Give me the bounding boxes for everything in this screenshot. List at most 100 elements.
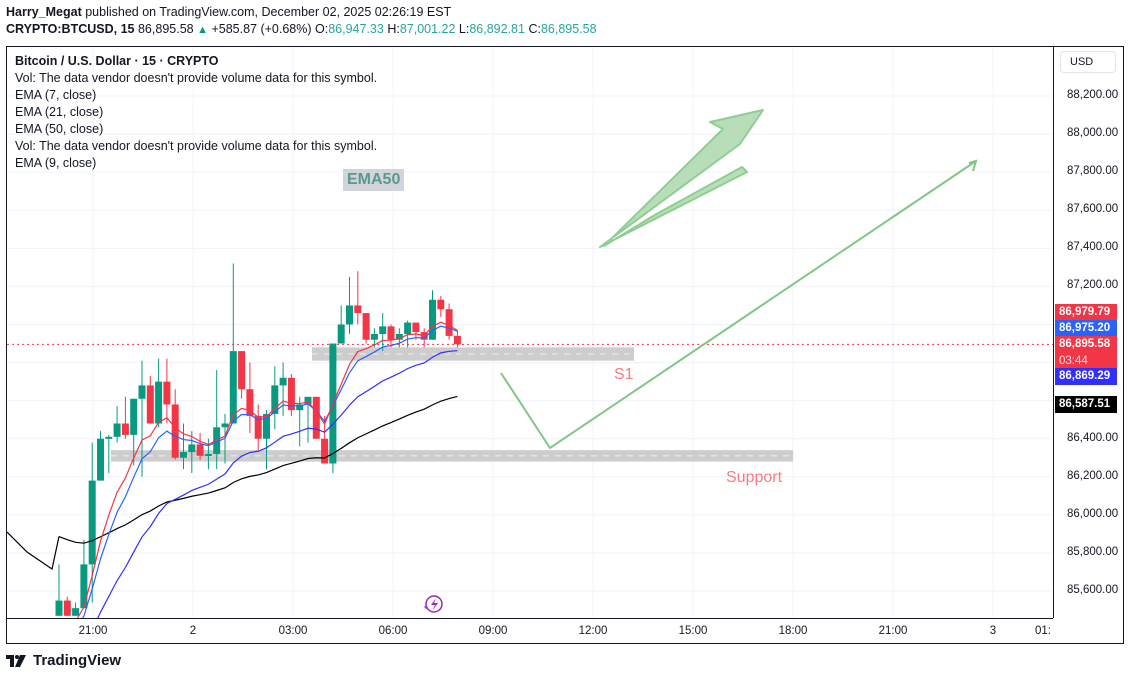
- candle-up[interactable]: [88, 480, 96, 565]
- symbol-label: CRYPTO:BTCUSD, 15: [6, 22, 135, 36]
- candle-up[interactable]: [188, 444, 196, 453]
- candle-up[interactable]: [113, 423, 121, 437]
- candle-down[interactable]: [321, 438, 329, 464]
- time-tick: 21:00: [78, 625, 108, 637]
- candle-down[interactable]: [146, 385, 154, 424]
- price-tag[interactable]: 86,979.79: [1055, 304, 1117, 321]
- candle-down[interactable]: [354, 305, 362, 314]
- candle-down[interactable]: [387, 326, 395, 340]
- time-scale[interactable]: 21:00 2 03:00 06:00 09:00 12:00 15:00 18:00 21:0…: [7, 618, 1053, 644]
- price-tag[interactable]: 86,587.51: [1055, 396, 1117, 413]
- publisher-name[interactable]: Harry_Megat: [6, 5, 82, 19]
- price-tick: 87,200.00: [1067, 279, 1119, 292]
- price-tick: 86,200.00: [1067, 469, 1119, 482]
- support-annotation[interactable]: Support: [726, 469, 783, 486]
- ohlc-line: CRYPTO:BTCUSD, 15 86,895.58 ▲ +585.87 (+…: [6, 21, 597, 39]
- candle-up[interactable]: [346, 305, 353, 325]
- price-tick: 87,600.00: [1067, 203, 1119, 216]
- s1-annotation[interactable]: S1: [614, 366, 634, 383]
- price-tag[interactable]: 86,975.20: [1055, 320, 1117, 337]
- candle-up[interactable]: [304, 396, 312, 405]
- legend-ema-50[interactable]: EMA (50, close): [15, 122, 104, 136]
- ema9-line: [81, 325, 458, 618]
- legend-title[interactable]: Bitcoin / U.S. Dollar · 15 · CRYPTO: [15, 54, 219, 68]
- chart-legend: Bitcoin / U.S. Dollar · 15 · CRYPTO Vol:…: [15, 53, 377, 172]
- candle-up[interactable]: [229, 351, 237, 424]
- candle-down[interactable]: [412, 322, 420, 333]
- candle-up[interactable]: [395, 334, 403, 340]
- lightning-icon-bolt: [431, 598, 438, 611]
- candle-down[interactable]: [445, 309, 453, 336]
- up-arrow-icon: ▲: [197, 24, 208, 36]
- candle-up[interactable]: [80, 564, 88, 609]
- candle-up[interactable]: [180, 452, 187, 458]
- brand-name: TradingView: [33, 652, 122, 669]
- close-label: C:: [528, 22, 541, 36]
- candle-down[interactable]: [163, 381, 171, 405]
- candle-down[interactable]: [238, 351, 246, 390]
- candle-up[interactable]: [429, 299, 436, 340]
- candle-up[interactable]: [379, 326, 387, 334]
- time-tick: 15:00: [678, 625, 708, 637]
- candle-up[interactable]: [155, 381, 163, 424]
- price-tag[interactable]: 86,895.58 03:44: [1055, 336, 1117, 368]
- candle-up[interactable]: [263, 413, 270, 439]
- candle-up[interactable]: [296, 404, 304, 411]
- price-tick: 88,200.00: [1067, 89, 1119, 101]
- published-text: published on TradingView.com, December 0…: [85, 5, 452, 19]
- candle-up[interactable]: [138, 385, 146, 399]
- candle-down[interactable]: [312, 396, 320, 439]
- time-tick: 01:: [1035, 625, 1051, 637]
- candle-up[interactable]: [97, 438, 104, 481]
- legend-ema-21[interactable]: EMA (21, close): [15, 105, 104, 119]
- chart-plot-area[interactable]: Bitcoin / U.S. Dollar · 15 · CRYPTO Vol:…: [7, 47, 1053, 618]
- candle-up[interactable]: [221, 423, 229, 428]
- candle-up[interactable]: [55, 600, 63, 616]
- time-tick: 12:00: [578, 625, 608, 637]
- high-value: 87,001.22: [399, 22, 456, 36]
- candle-down[interactable]: [362, 313, 370, 340]
- legend-ema-7[interactable]: EMA (7, close): [15, 88, 97, 102]
- legend-ema-9[interactable]: EMA (9, close): [15, 156, 97, 170]
- legend-vol-2[interactable]: Vol: The data vendor doesn't provide vol…: [15, 139, 378, 153]
- candle-down[interactable]: [254, 415, 262, 439]
- candle-down[interactable]: [121, 423, 129, 435]
- close-value: 86,895.58: [540, 22, 597, 36]
- candle-up[interactable]: [105, 436, 113, 439]
- candle-down[interactable]: [246, 389, 254, 416]
- projection-path[interactable]: [500, 160, 977, 450]
- candle-up[interactable]: [72, 608, 80, 616]
- candle-up[interactable]: [404, 322, 412, 334]
- price-scale[interactable]: USD 88,200.00 88,000.00 87,800.00 87,600.00…: [1053, 47, 1123, 618]
- candle-up[interactable]: [204, 453, 212, 456]
- candle-down[interactable]: [196, 444, 204, 456]
- candle-up[interactable]: [279, 377, 287, 386]
- chart-canvas[interactable]: [7, 47, 1053, 618]
- tradingview-logo[interactable]: TradingView: [6, 652, 121, 669]
- low-label: L:: [458, 22, 470, 36]
- candle-down[interactable]: [171, 404, 179, 458]
- time-tick: 21:00: [878, 625, 908, 637]
- price-change: +585.87 (+0.68%): [211, 22, 312, 36]
- candle-down[interactable]: [453, 335, 461, 345]
- price-tag[interactable]: 86,869.29: [1055, 368, 1117, 385]
- price-tick: 86,000.00: [1067, 507, 1119, 520]
- ema50-annotation[interactable]: EMA50: [343, 169, 405, 191]
- candle-down[interactable]: [437, 299, 445, 310]
- price-tick: 87,400.00: [1067, 241, 1119, 254]
- currency-selector[interactable]: USD: [1060, 51, 1116, 73]
- legend-vol-1[interactable]: Vol: The data vendor doesn't provide vol…: [15, 71, 378, 85]
- open-value: 86,947.33: [328, 22, 384, 36]
- tradingview-logo-icon: [6, 654, 26, 667]
- time-tick: 3: [989, 625, 997, 637]
- candle-up[interactable]: [271, 385, 279, 414]
- time-tick: 18:00: [778, 625, 808, 637]
- candle-up[interactable]: [370, 334, 378, 340]
- candle-up[interactable]: [337, 324, 345, 344]
- candle-up[interactable]: [130, 398, 138, 435]
- low-value: 86,892.81: [469, 22, 525, 36]
- candle-down[interactable]: [63, 600, 71, 616]
- time-tick: 09:00: [478, 625, 508, 637]
- candle-down[interactable]: [287, 377, 295, 411]
- bullish-arrow[interactable]: [599, 109, 764, 248]
